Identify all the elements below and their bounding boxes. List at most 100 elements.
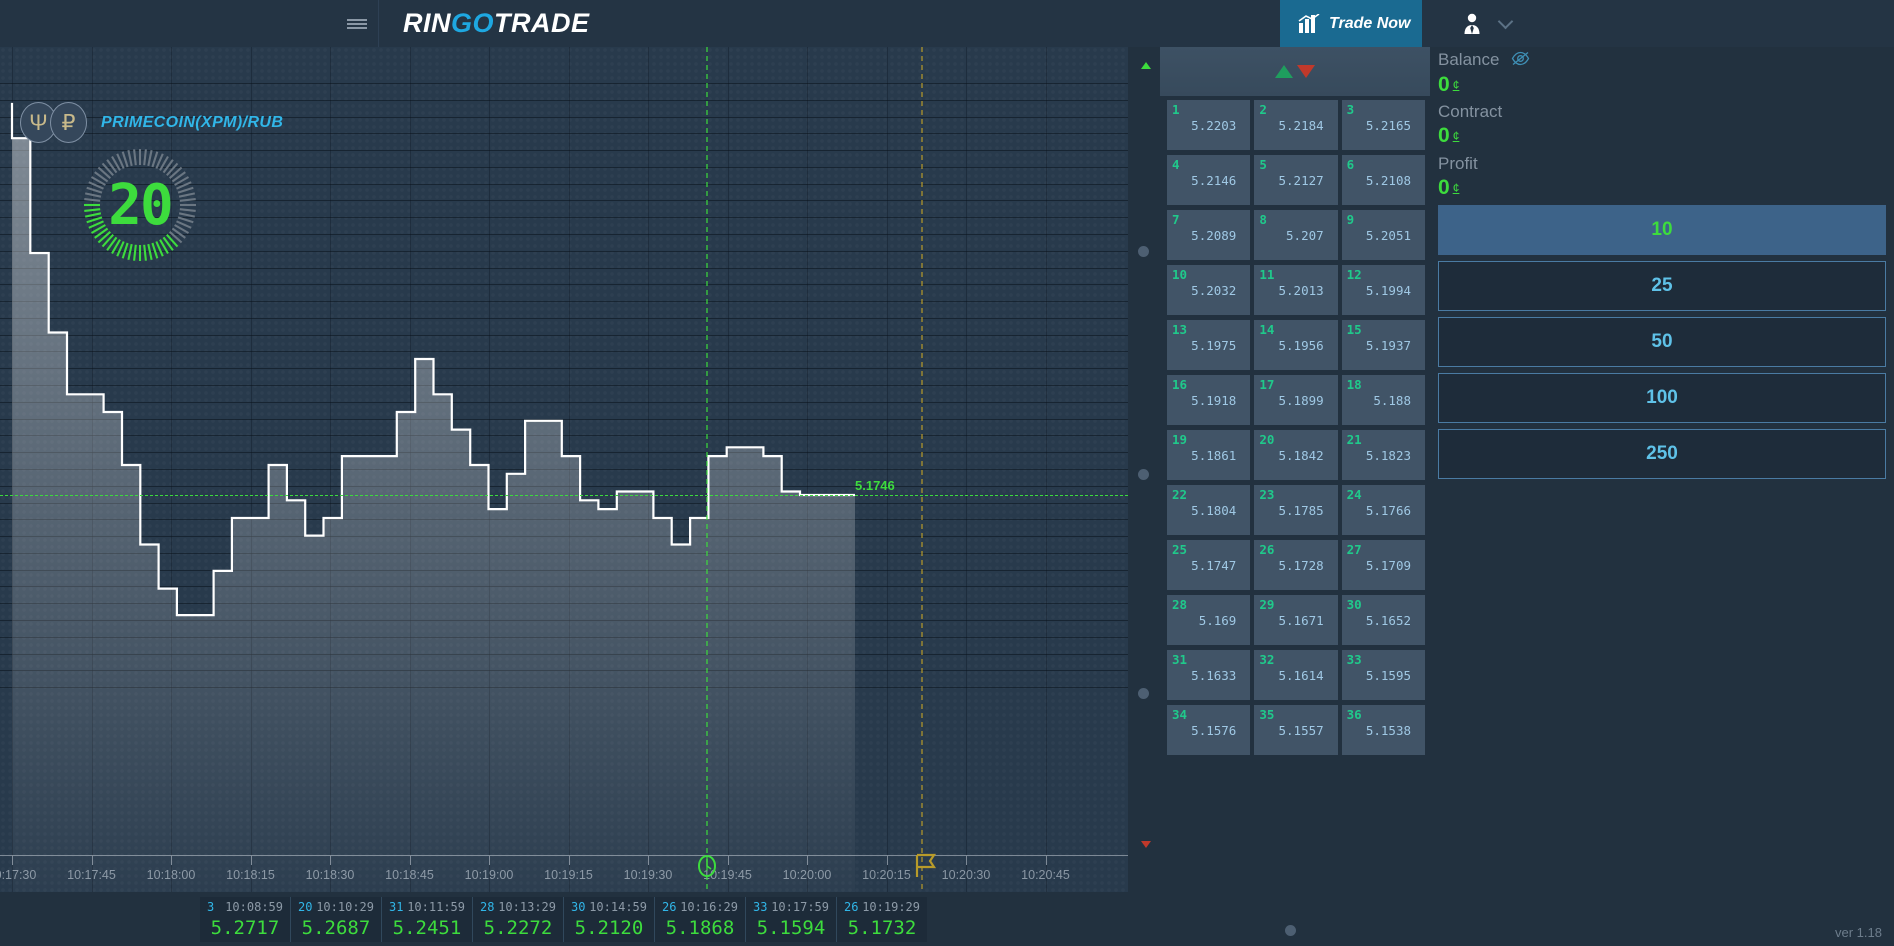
bet-cell[interactable]: 36 5.1538 (1341, 705, 1425, 755)
bet-panel-handle[interactable] (1285, 925, 1296, 936)
brand-post: TRADE (494, 8, 590, 38)
bet-cell-price: 5.2032 (1191, 283, 1237, 298)
bet-cell[interactable]: 3 5.2165 (1341, 100, 1425, 150)
bet-cell[interactable]: 24 5.1766 (1341, 485, 1425, 535)
bet-cell[interactable]: 5 5.2127 (1254, 155, 1338, 205)
bet-cell[interactable]: 8 5.207 (1254, 210, 1338, 260)
bet-cell[interactable]: 18 5.188 (1341, 375, 1425, 425)
bet-cell[interactable]: 20 5.1842 (1254, 430, 1338, 480)
bet-cell-price: 5.1861 (1191, 448, 1237, 463)
contract-block: Contract 0 ¢ (1438, 102, 1502, 148)
bet-cell[interactable]: 13 5.1975 (1167, 320, 1251, 370)
bet-cell[interactable]: 31 5.1633 (1167, 650, 1251, 700)
gridline-v (250, 47, 252, 892)
history-cell[interactable]: 26 10:19:29 5.1732 (837, 897, 927, 942)
history-cell[interactable]: 20 10:10:29 5.2687 (291, 897, 381, 942)
trade-now-label: Trade Now (1329, 14, 1411, 32)
countdown-timer: 20 (80, 145, 200, 265)
bet-cell[interactable]: 4 5.2146 (1167, 155, 1251, 205)
bet-cell-price: 5.1899 (1278, 393, 1324, 408)
bet-cell[interactable]: 25 5.1747 (1167, 540, 1251, 590)
user-avatar-icon (1464, 13, 1480, 34)
bet-cell[interactable]: 29 5.1671 (1254, 595, 1338, 645)
history-cell[interactable]: 3 10:08:59 5.2717 (200, 897, 290, 942)
history-time: 10:14:59 (589, 900, 647, 914)
bet-cell[interactable]: 26 5.1728 (1254, 540, 1338, 590)
history-separator (836, 897, 837, 942)
history-value: 5.1732 (847, 917, 917, 939)
bet-cell[interactable]: 11 5.2013 (1254, 265, 1338, 315)
amount-button-10[interactable]: 10 (1438, 205, 1886, 255)
bet-cell[interactable]: 7 5.2089 (1167, 210, 1251, 260)
history-value: 5.1868 (665, 917, 735, 939)
amount-button-100[interactable]: 100 (1438, 373, 1886, 423)
bet-cell[interactable]: 30 5.1652 (1341, 595, 1425, 645)
bet-cell[interactable]: 19 5.1861 (1167, 430, 1251, 480)
bet-cell-number: 21 (1346, 432, 1362, 447)
bet-cell[interactable]: 14 5.1956 (1254, 320, 1338, 370)
history-separator (654, 897, 655, 942)
gridline-v (1045, 47, 1047, 892)
bet-direction-header[interactable] (1160, 47, 1430, 96)
user-menu-button[interactable] (1440, 0, 1550, 47)
trade-history-strip: 3 10:08:59 5.2717 20 10:10:29 5.2687 31 10:11:5… (0, 892, 1128, 946)
bet-cell-number: 2 (1259, 102, 1267, 117)
bet-cell[interactable]: 17 5.1899 (1254, 375, 1338, 425)
bet-cell-number: 27 (1346, 542, 1362, 557)
amount-button-50[interactable]: 50 (1438, 317, 1886, 367)
bet-cell[interactable]: 21 5.1823 (1341, 430, 1425, 480)
bet-cell-number: 24 (1346, 487, 1362, 502)
gridline-h (0, 334, 1128, 336)
gridline-h (0, 435, 1128, 437)
hamburger-menu-icon[interactable] (337, 0, 377, 47)
gridline-v (807, 47, 808, 892)
scroll-down-icon[interactable] (1141, 841, 1151, 848)
history-cell[interactable]: 31 10:11:59 5.2451 (382, 897, 472, 942)
history-value: 5.2272 (483, 917, 553, 939)
bet-cell[interactable]: 15 5.1937 (1341, 320, 1425, 370)
bet-cell[interactable]: 28 5.169 (1167, 595, 1251, 645)
currency-pair-badge: Ψ ₽ PRIMECOIN(XPM)/RUB (20, 102, 283, 143)
bet-cell[interactable]: 6 5.2108 (1341, 155, 1425, 205)
history-separator (745, 897, 746, 942)
contract-label: Contract (1438, 102, 1503, 121)
triangle-up-icon[interactable] (1275, 65, 1293, 78)
bet-cell[interactable]: 35 5.1557 (1254, 705, 1338, 755)
bet-cell-number: 36 (1346, 707, 1362, 722)
gridline-v (330, 47, 331, 892)
history-cell[interactable]: 28 10:13:29 5.2272 (473, 897, 563, 942)
bet-cell-price: 5.2108 (1365, 173, 1411, 188)
bet-cell[interactable]: 32 5.1614 (1254, 650, 1338, 700)
trade-now-button[interactable]: Trade Now (1280, 0, 1422, 47)
ladder-scroll-column[interactable] (1128, 47, 1160, 892)
triangle-down-icon[interactable] (1297, 65, 1315, 78)
gridline-h (0, 183, 1128, 185)
bet-cell[interactable]: 33 5.1595 (1341, 650, 1425, 700)
gridline-v (648, 47, 649, 892)
eye-off-icon[interactable] (1511, 51, 1530, 71)
bet-cell[interactable]: 16 5.1918 (1167, 375, 1251, 425)
bet-cell[interactable]: 12 5.1994 (1341, 265, 1425, 315)
bet-cell[interactable]: 23 5.1785 (1254, 485, 1338, 535)
scroll-handle-3[interactable] (1138, 688, 1149, 699)
bet-cell[interactable]: 9 5.2051 (1341, 210, 1425, 260)
bet-cell[interactable]: 1 5.2203 (1167, 100, 1251, 150)
scroll-handle-1[interactable] (1138, 246, 1149, 257)
amount-button-25[interactable]: 25 (1438, 261, 1886, 311)
scroll-up-icon[interactable] (1141, 62, 1151, 69)
bet-cell-number: 18 (1346, 377, 1362, 392)
bet-cell[interactable]: 10 5.2032 (1167, 265, 1251, 315)
bet-cell-price: 5.1576 (1191, 723, 1237, 738)
history-cell[interactable]: 33 10:17:59 5.1594 (746, 897, 836, 942)
bet-cell[interactable]: 27 5.1709 (1341, 540, 1425, 590)
bet-cell[interactable]: 2 5.2184 (1254, 100, 1338, 150)
amount-button-250[interactable]: 250 (1438, 429, 1886, 479)
history-cell[interactable]: 26 10:16:29 5.1868 (655, 897, 745, 942)
bet-cell[interactable]: 22 5.1804 (1167, 485, 1251, 535)
history-cell[interactable]: 30 10:14:59 5.2120 (564, 897, 654, 942)
price-chart[interactable]: Ψ ₽ PRIMECOIN(XPM)/RUB 20 5.1746 (0, 47, 1128, 892)
bet-cell[interactable]: 34 5.1576 (1167, 705, 1251, 755)
bet-cell-number: 7 (1172, 212, 1180, 227)
gridline-h (0, 351, 1128, 353)
scroll-handle-2[interactable] (1138, 469, 1149, 480)
